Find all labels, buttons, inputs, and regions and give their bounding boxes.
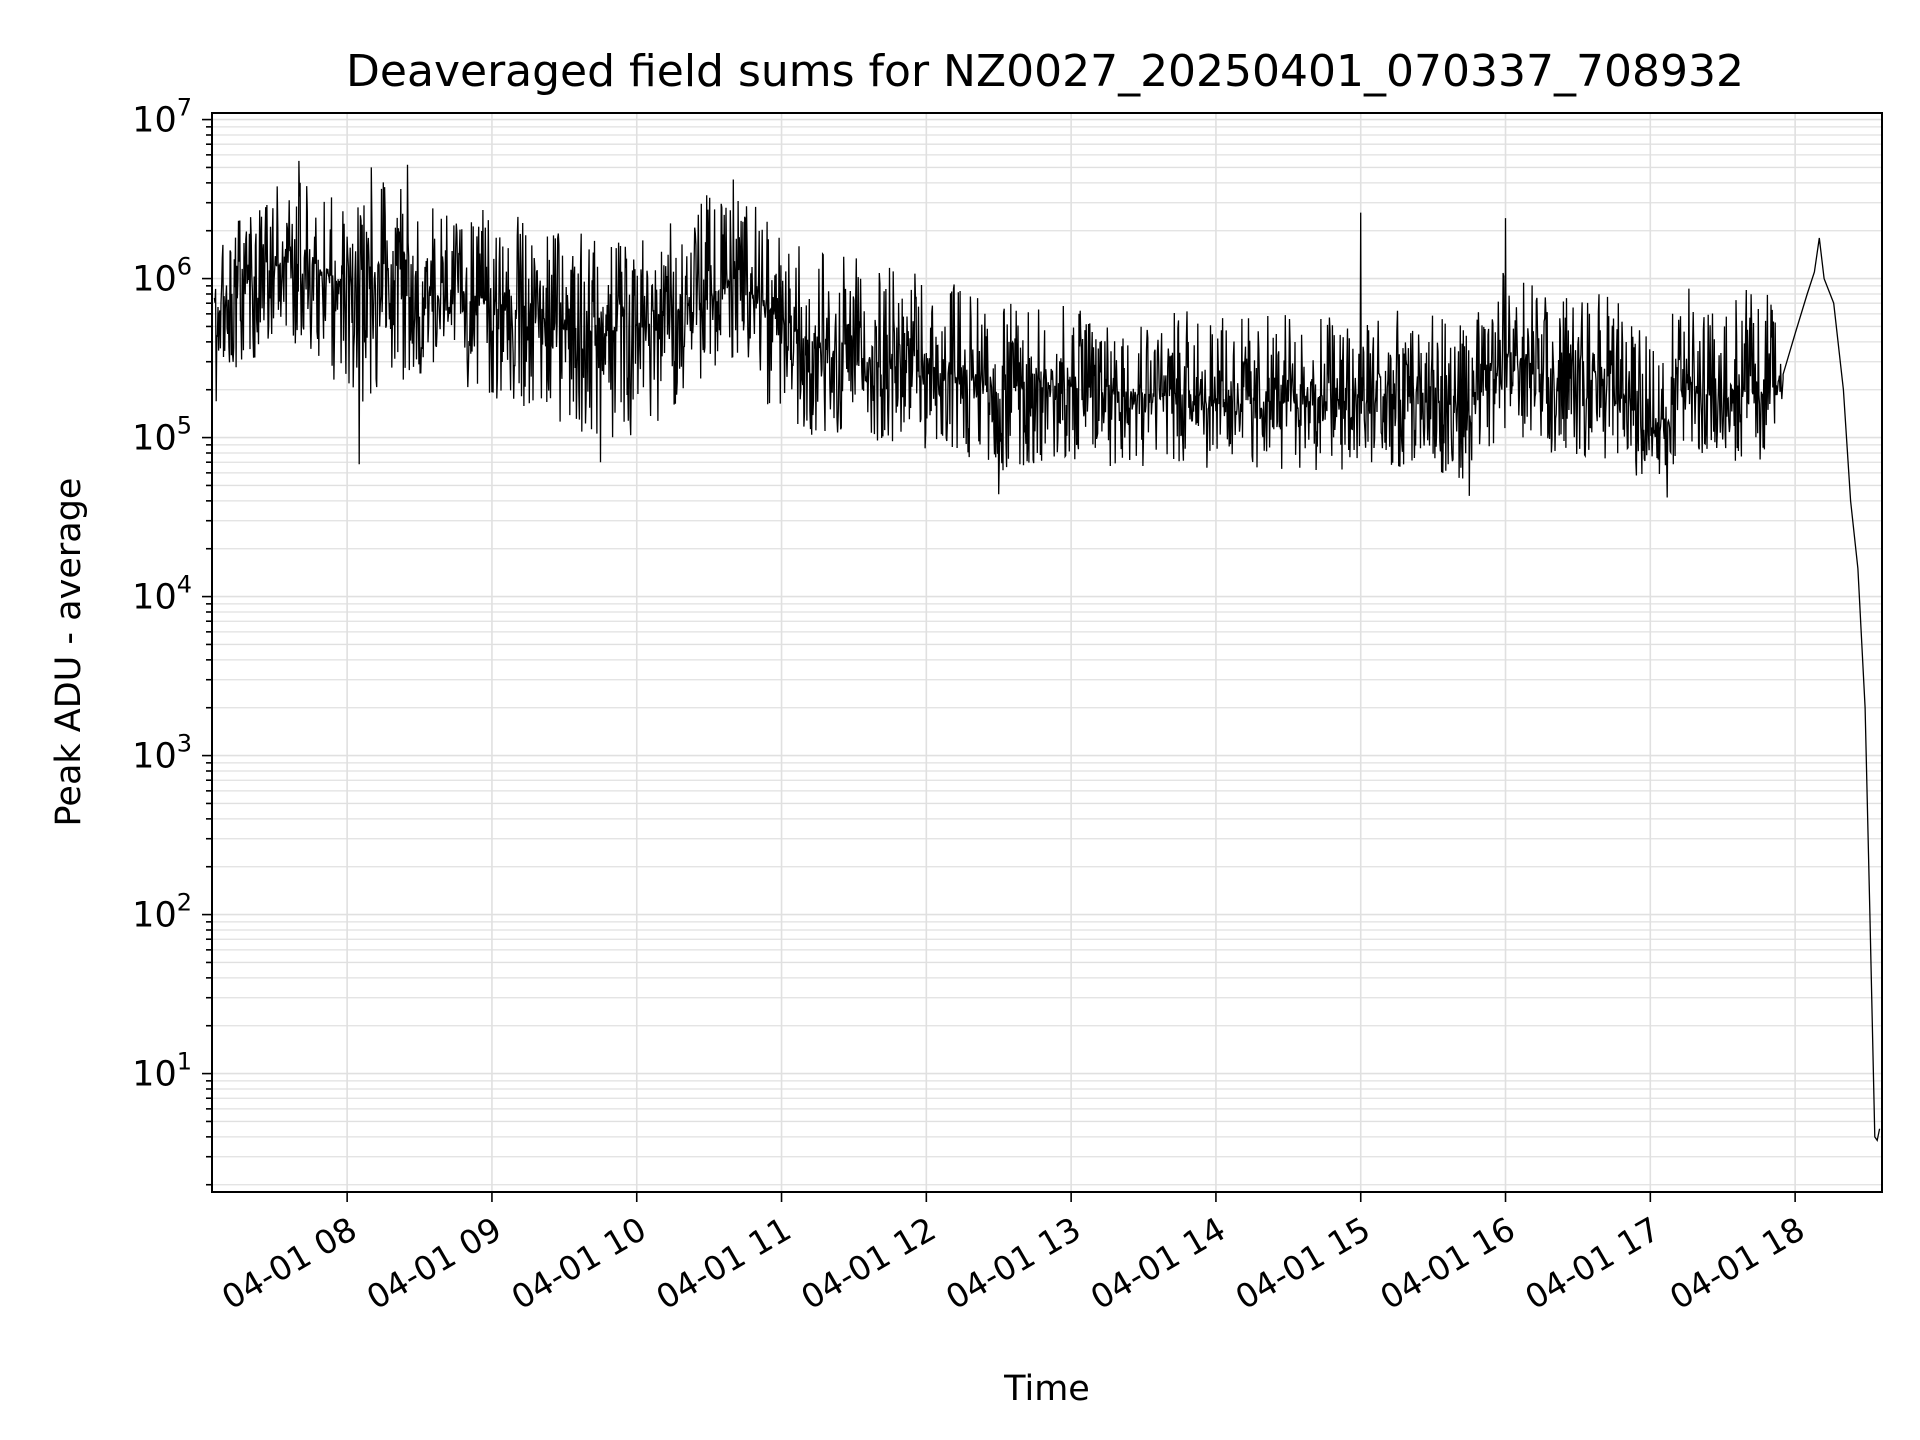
x-axis-label: Time — [1003, 1369, 1090, 1409]
y-tick-label: 106 — [132, 253, 192, 300]
y-axis: 101 102 103 104 105 106 107 — [132, 94, 212, 1186]
grid — [212, 113, 1882, 1192]
y-tick-label: 102 — [132, 889, 192, 936]
plot-line — [213, 160, 1881, 1143]
y-tick-label: 104 — [132, 571, 192, 618]
y-tick-label: 103 — [132, 730, 192, 777]
y-tick-label: 105 — [132, 412, 192, 459]
plot-frame — [211, 112, 1883, 1193]
chart-title: Deaveraged field sums for NZ0027_2025040… — [346, 46, 1744, 97]
y-tick-label: 107 — [132, 94, 192, 141]
series-line — [213, 160, 1881, 1143]
y-axis-label: Peak ADU - average — [49, 478, 89, 827]
y-tick-label: 101 — [132, 1048, 192, 1095]
